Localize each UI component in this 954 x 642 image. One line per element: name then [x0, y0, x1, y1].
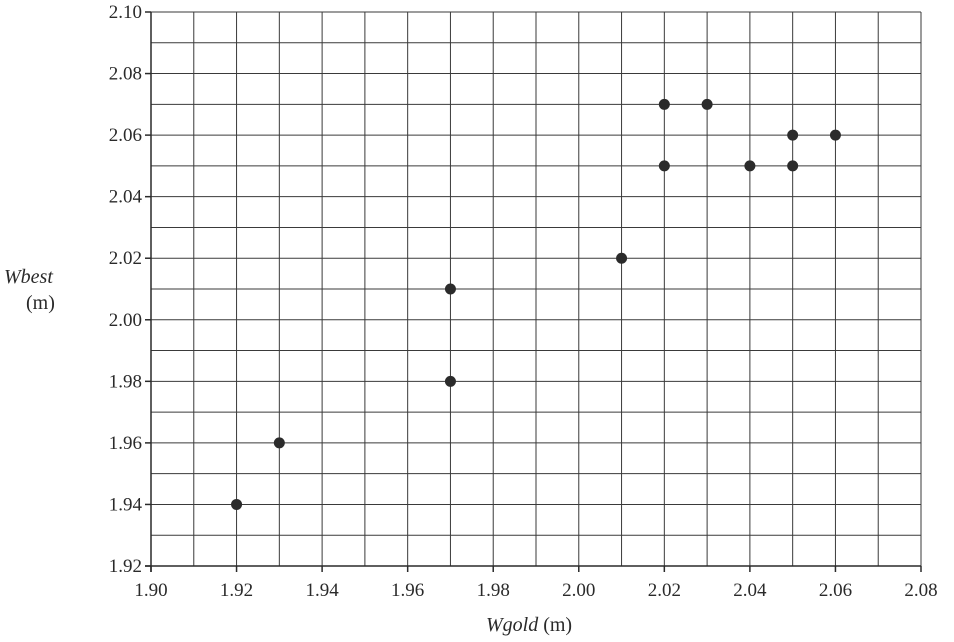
data-point: [787, 129, 799, 141]
y-axis-label: Wbest: [4, 266, 53, 288]
data-point: [273, 437, 285, 449]
x-axis-unit: (m): [543, 614, 573, 636]
y-tick-label: 2.00: [109, 310, 142, 331]
x-tick-label: 2.06: [819, 580, 852, 601]
y-tick-label: 2.02: [109, 248, 142, 269]
y-tick-label: 1.92: [109, 556, 142, 577]
y-tick-label: 2.06: [109, 125, 142, 146]
x-tick-label: 2.04: [733, 580, 767, 601]
axes: [145, 11, 922, 572]
y-tick-label: 1.98: [109, 371, 142, 392]
data-point: [829, 129, 841, 141]
data-point: [787, 160, 799, 172]
data-point: [444, 283, 456, 295]
y-tick-label: 1.94: [109, 494, 143, 515]
data-point: [616, 252, 628, 264]
data-points: [231, 98, 841, 510]
x-tick-label: 1.98: [477, 580, 510, 601]
data-point: [658, 98, 670, 110]
y-tick-label: 2.08: [109, 64, 142, 85]
data-point: [658, 160, 670, 172]
data-point: [444, 375, 456, 387]
x-tick-labels: 1.90 1.92 1.94 1.96 1.98 2.00 2.02 2.04 2.06 2.08: [134, 580, 937, 601]
y-tick-label: 1.96: [109, 433, 142, 454]
data-point: [231, 498, 243, 510]
x-tick-label: 2.08: [904, 580, 937, 601]
x-tick-label: 1.92: [220, 580, 253, 601]
y-axis-unit: (m): [26, 292, 55, 314]
data-point: [744, 160, 756, 172]
y-tick-labels: 1.92 1.94 1.96 1.98 2.00 2.02 2.04 2.06 2.08 2.10: [109, 2, 143, 577]
y-tick-label: 2.04: [109, 187, 143, 208]
y-tick-label: 2.10: [109, 2, 142, 23]
x-tick-label: 1.94: [305, 580, 339, 601]
y-axis-title: Wbest (m): [4, 264, 64, 316]
x-tick-label: 2.00: [562, 580, 595, 601]
x-tick-label: 1.96: [391, 580, 424, 601]
data-point: [701, 98, 713, 110]
x-tick-label: 2.02: [648, 580, 681, 601]
grid: [150, 11, 922, 567]
x-axis-label: Wgold: [486, 614, 539, 636]
x-tick-label: 1.90: [134, 580, 167, 601]
x-axis-title: Wgold (m): [486, 614, 572, 637]
